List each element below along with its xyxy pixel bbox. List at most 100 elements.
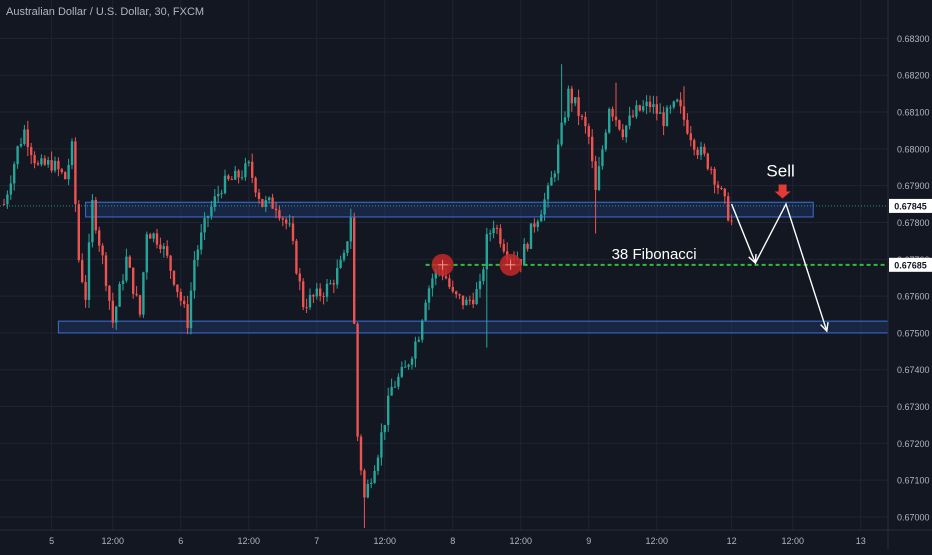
candle-body: [322, 296, 325, 298]
candle: [376, 454, 380, 475]
candle: [587, 123, 590, 145]
candle-body: [427, 288, 431, 303]
price-badge-label: 0.67845: [894, 201, 927, 211]
candle-body: [614, 116, 618, 121]
candle-body: [370, 482, 373, 484]
candle-body: [274, 208, 278, 211]
fib-label: 38 Fibonacci: [612, 246, 697, 263]
candle-body: [380, 432, 383, 458]
candle: [536, 219, 539, 232]
candle-body: [77, 204, 80, 261]
candle-body: [580, 116, 584, 118]
candle: [427, 285, 431, 311]
candle-body: [655, 104, 658, 114]
candle: [642, 100, 645, 113]
candle: [26, 120, 29, 157]
candle-body: [591, 136, 594, 162]
candle: [336, 259, 339, 289]
candle: [645, 95, 648, 115]
candle-body: [50, 159, 53, 171]
candle: [618, 119, 621, 131]
candle-body: [557, 144, 560, 174]
candle: [142, 271, 145, 318]
candle: [703, 143, 706, 157]
candle-body: [33, 155, 36, 164]
candle: [213, 189, 216, 212]
candle-body: [669, 107, 672, 109]
candle-body: [87, 242, 91, 300]
candle: [169, 254, 172, 279]
candle-body: [298, 273, 301, 282]
candle-body: [645, 101, 648, 107]
candle-body: [121, 280, 125, 285]
candle: [67, 158, 70, 186]
candle-body: [601, 149, 604, 167]
candle: [550, 170, 553, 186]
candle-body: [213, 196, 216, 207]
candle-body: [264, 200, 267, 207]
candle-body: [574, 97, 577, 104]
candle-body: [696, 149, 699, 156]
candle: [220, 189, 223, 199]
candle-body: [166, 246, 169, 256]
time-tick-label: 9: [586, 536, 591, 546]
candle: [315, 282, 318, 300]
candle-body: [200, 232, 203, 250]
candle: [608, 107, 611, 134]
candle: [295, 238, 298, 275]
candle: [475, 282, 478, 305]
candle-body: [431, 278, 434, 289]
candle-body: [686, 119, 689, 134]
candle-body: [689, 133, 692, 141]
candle: [553, 170, 556, 183]
price-tick-label: 0.67600: [897, 292, 930, 302]
candle-body: [60, 169, 63, 173]
candle: [291, 216, 295, 245]
candle: [234, 165, 237, 181]
time-tick-label: 12:00: [510, 536, 533, 546]
candle-body: [485, 234, 488, 270]
candle-body: [189, 290, 193, 329]
support-zone: [57, 320, 889, 334]
candle: [322, 292, 325, 305]
candle-body: [652, 104, 655, 108]
candle-body: [404, 366, 407, 368]
candle-body: [376, 457, 380, 471]
candle: [94, 196, 97, 234]
candle: [132, 267, 135, 299]
candle: [346, 240, 349, 257]
candle: [81, 253, 84, 284]
candle: [40, 154, 43, 167]
candle: [138, 294, 142, 318]
candle-body: [608, 108, 611, 133]
candle: [461, 295, 465, 310]
candle-body: [492, 227, 495, 234]
candle: [60, 167, 63, 175]
candle: [387, 387, 390, 432]
candle-body: [268, 197, 271, 201]
candle: [206, 215, 210, 227]
candle-body: [281, 218, 284, 220]
candle-body: [550, 177, 553, 186]
projection-arrowhead: [748, 253, 757, 265]
price-tick-label: 0.67400: [897, 365, 930, 375]
candle-body: [366, 483, 369, 498]
candle: [523, 237, 526, 266]
price-tick-label: 0.68100: [897, 108, 930, 118]
candle: [36, 160, 40, 166]
candle: [217, 185, 220, 203]
candle: [128, 255, 131, 268]
candle-body: [295, 240, 298, 274]
candle: [223, 169, 227, 195]
candle: [9, 175, 12, 200]
candle-body: [679, 99, 682, 107]
candle: [288, 214, 291, 228]
candle-body: [387, 395, 390, 425]
candle-body: [533, 223, 536, 228]
candle-body: [247, 161, 250, 164]
time-tick-label: 12:00: [646, 536, 669, 546]
candle: [529, 223, 533, 250]
candle-body: [414, 341, 417, 359]
